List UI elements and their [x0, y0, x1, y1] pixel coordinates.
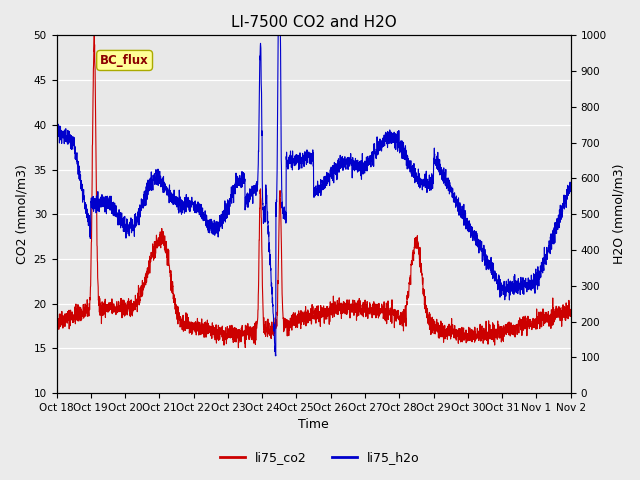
X-axis label: Time: Time — [298, 419, 329, 432]
li75_h2o — [567, 188, 575, 193]
li75_h2o — [275, 33, 282, 38]
li75_co2 — [567, 309, 575, 314]
Line: li75_co2: li75_co2 — [56, 36, 571, 348]
Title: LI-7500 CO2 and H2O: LI-7500 CO2 and H2O — [230, 15, 396, 30]
li75_h2o — [557, 210, 564, 216]
li75_co2 — [142, 272, 150, 277]
li75_h2o — [272, 353, 280, 359]
li75_co2 — [90, 33, 98, 38]
li75_h2o — [52, 133, 60, 139]
Line: li75_h2o: li75_h2o — [56, 36, 571, 356]
li75_co2 — [250, 334, 258, 339]
Y-axis label: CO2 (mmol/m3): CO2 (mmol/m3) — [15, 164, 28, 264]
li75_h2o — [502, 287, 509, 292]
Y-axis label: H2O (mmol/m3): H2O (mmol/m3) — [612, 164, 625, 264]
li75_co2 — [557, 307, 564, 313]
Text: BC_flux: BC_flux — [100, 54, 149, 67]
li75_co2 — [502, 322, 509, 327]
li75_co2 — [111, 308, 119, 313]
li75_co2 — [234, 345, 242, 350]
li75_co2 — [273, 319, 280, 325]
Legend: li75_co2, li75_h2o: li75_co2, li75_h2o — [215, 446, 425, 469]
li75_h2o — [272, 214, 280, 219]
li75_h2o — [250, 188, 257, 194]
li75_co2 — [52, 316, 60, 322]
li75_h2o — [142, 190, 150, 196]
li75_h2o — [111, 213, 119, 219]
